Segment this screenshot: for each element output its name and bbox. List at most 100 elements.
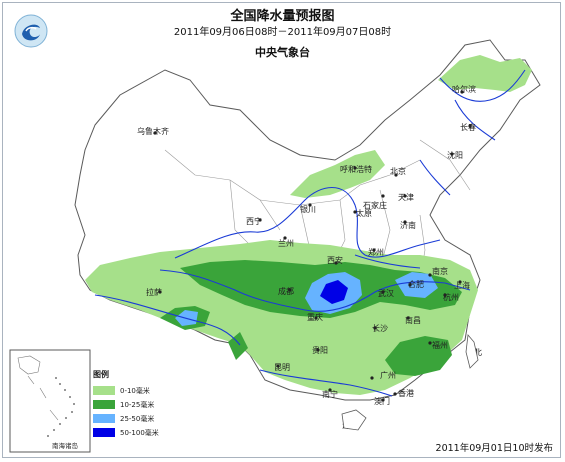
city-hefei: 合肥 [408, 279, 424, 289]
svg-text:西宁: 西宁 [246, 216, 262, 226]
svg-text:济南: 济南 [400, 220, 416, 230]
issued-time: 2011年09月01日10时发布 [435, 443, 553, 454]
svg-text:西安: 西安 [327, 255, 343, 265]
yellow-river [174, 187, 441, 259]
rain-area-anhui [395, 272, 438, 298]
svg-text:上海: 上海 [454, 280, 470, 290]
city-taiyuan: 太原 [353, 208, 372, 218]
songhua-river [454, 99, 496, 141]
svg-text:哈尔滨: 哈尔滨 [452, 84, 476, 94]
rivers [94, 69, 526, 397]
city-macau: 澳门 [374, 396, 390, 406]
legend-label-25-50: 25-50毫米 [120, 414, 154, 423]
legend-swatch-25-50 [93, 414, 115, 423]
city-hohhot: 呼和浩特 [340, 164, 372, 174]
svg-text:贵阳: 贵阳 [312, 345, 328, 355]
city-nanchang: 南昌 [405, 315, 421, 325]
svg-text:长沙: 长沙 [372, 323, 388, 333]
svg-text:沈阳: 沈阳 [447, 150, 463, 160]
city-xian: 西安 [327, 255, 343, 265]
rain-area-fujian [385, 336, 452, 376]
city-changchun: 长春 [460, 122, 476, 132]
city-chengdu: 成都 [278, 286, 294, 296]
svg-text:重庆: 重庆 [307, 312, 323, 322]
cma-logo [14, 14, 48, 48]
svg-text:昆明: 昆明 [274, 363, 290, 372]
city-harbin: 哈尔滨 [452, 84, 476, 94]
city-nanjing: 南京 [428, 266, 448, 277]
svg-text:太原: 太原 [356, 208, 372, 218]
rain-area-yunnan [228, 332, 248, 360]
heilongjiang-river [439, 69, 526, 102]
city-guiyang: 贵阳 [312, 345, 328, 355]
city-xining: 西宁 [246, 216, 262, 226]
city-guangzhou: 广州 [370, 370, 396, 380]
legend: 图例 0-10毫米 10-25毫米 25-50毫米 50-100毫米 [93, 369, 159, 437]
svg-text:北京: 北京 [390, 166, 406, 176]
city-yinchuan: 银川 [300, 203, 316, 214]
svg-text:长春: 长春 [460, 122, 476, 132]
agency-label: 中央气象台 [255, 46, 310, 59]
rain-50-100 [320, 280, 348, 304]
svg-text:石家庄: 石家庄 [363, 200, 387, 210]
svg-text:乌鲁木齐: 乌鲁木齐 [137, 126, 169, 136]
legend-label-0-10: 0-10毫米 [120, 386, 150, 395]
city-beijing: 北京 [390, 166, 406, 177]
pearl-river [259, 369, 393, 397]
legend-label-50-100: 50-100毫米 [120, 428, 159, 437]
tibet-river [94, 294, 241, 346]
legend-swatch-50-100 [93, 428, 115, 437]
rain-area-northeast [438, 55, 532, 92]
svg-text:南昌: 南昌 [405, 315, 421, 325]
svg-text:南宁: 南宁 [322, 389, 338, 399]
svg-text:广州: 广州 [380, 370, 396, 380]
svg-text:合肥: 合肥 [408, 279, 424, 289]
svg-text:南京: 南京 [432, 266, 448, 276]
rain-area-core [320, 280, 348, 304]
city-hangzhou: 杭州 [443, 292, 459, 302]
city-shijiazhuang: 石家庄 [363, 194, 387, 210]
city-shenyang: 沈阳 [447, 150, 463, 160]
svg-text:福州: 福州 [432, 341, 448, 350]
city-wuhan: 武汉 [378, 288, 394, 298]
svg-text:兰州: 兰州 [278, 238, 294, 248]
svg-text:成都: 成都 [278, 286, 294, 296]
svg-text:银川: 银川 [300, 204, 316, 214]
title-block: 全国降水量预报图 2011年09月06日08时－2011年09月07日08时 中… [0, 8, 565, 62]
city-kunming: 昆明 [274, 363, 290, 372]
city-urumqi: 乌鲁木齐 [137, 126, 169, 136]
legend-title: 图例 [93, 369, 109, 379]
taiwan-island [465, 334, 479, 369]
city-hongkong: 香港 [393, 388, 414, 398]
city-lhasa: 拉萨 [146, 287, 162, 297]
city-lanzhou: 兰州 [278, 236, 294, 248]
city-changsha: 长沙 [372, 323, 388, 333]
inset-label: 南海诸岛 [52, 441, 78, 450]
svg-text:郑州: 郑州 [368, 247, 384, 257]
huai-river [354, 254, 421, 269]
south-china-sea-inset: 南海诸岛 [9, 349, 91, 453]
city-jinan: 济南 [400, 220, 416, 230]
city-fuzhou: 福州 [428, 341, 448, 350]
svg-text:武汉: 武汉 [378, 288, 394, 298]
svg-text:香港: 香港 [398, 388, 414, 398]
svg-text:澳门: 澳门 [374, 396, 390, 406]
legend-swatch-0-10 [93, 386, 115, 395]
map-title: 全国降水量预报图 [230, 9, 335, 24]
svg-text:杭州: 杭州 [443, 292, 459, 302]
time-range: 2011年09月06日08时－2011年09月07日08时 [173, 27, 392, 38]
svg-text:拉萨: 拉萨 [146, 287, 162, 297]
city-tianjin: 天津 [398, 192, 414, 202]
legend-swatch-10-25 [93, 400, 115, 409]
liao-river [419, 159, 451, 196]
city-zhengzhou: 郑州 [368, 247, 384, 257]
city-nanning: 南宁 [322, 388, 338, 399]
svg-text:呼和浩特: 呼和浩特 [340, 164, 372, 174]
yangtze-river [159, 269, 471, 312]
legend-label-10-25: 10-25毫米 [120, 400, 154, 409]
svg-text:天津: 天津 [398, 192, 414, 202]
city-chongqing: 重庆 [307, 312, 323, 322]
hainan-island [341, 409, 367, 431]
city-shanghai: 上海 [454, 280, 470, 290]
